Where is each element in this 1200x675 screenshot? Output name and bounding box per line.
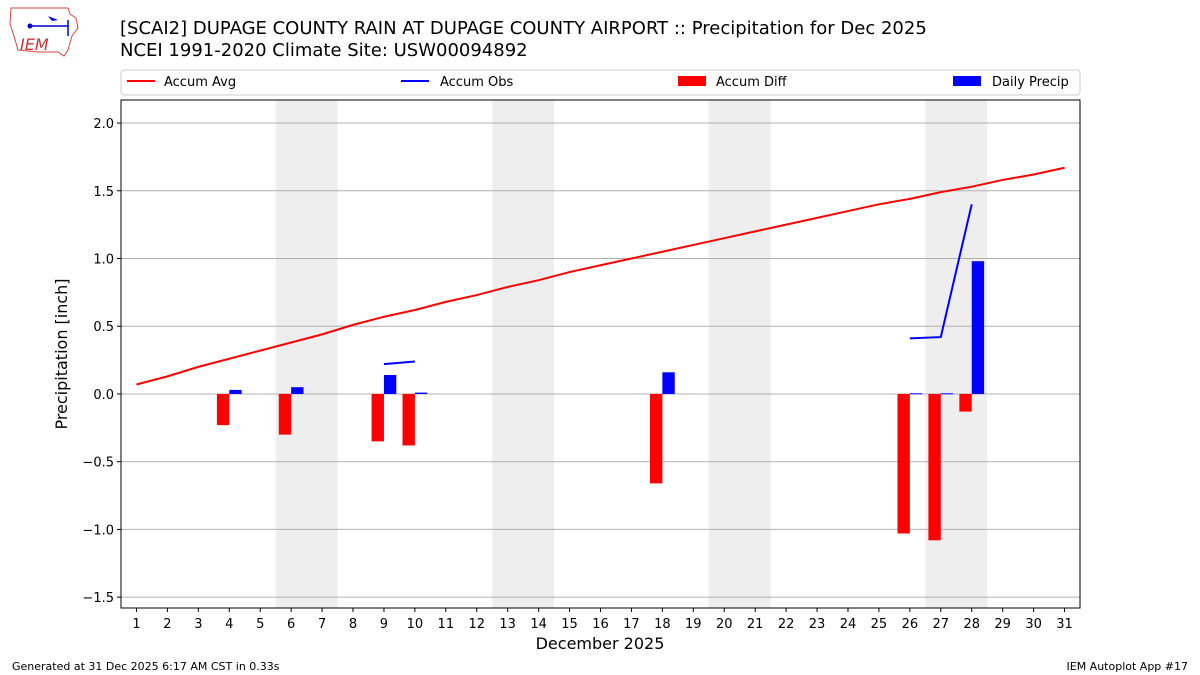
- x-tick-label: 14: [530, 617, 547, 632]
- y-tick-label: 1.5: [93, 185, 114, 200]
- accum-diff-bar: [371, 393, 384, 442]
- title-line-1: [SCAI2] DUPAGE COUNTY RAIN AT DUPAGE COU…: [120, 18, 927, 39]
- accum-diff-bar: [216, 393, 230, 426]
- x-tick-label: 17: [623, 617, 640, 632]
- x-tick-label: 24: [840, 617, 857, 632]
- y-tick-label: −1.5: [82, 591, 114, 606]
- legend-daily-precip: Daily Precip: [992, 75, 1069, 90]
- x-tick-label: 19: [685, 617, 702, 632]
- accum-diff-bar: [959, 393, 972, 412]
- x-tick-label: 7: [318, 617, 326, 632]
- accum-obs-line: [909, 204, 973, 340]
- x-tick-label: 26: [902, 617, 919, 632]
- y-tick-label: 2.0: [93, 117, 114, 132]
- legend-accum-diff-swatch: [678, 76, 706, 86]
- x-tick-label: 28: [963, 617, 980, 632]
- accum-diff-bar: [928, 393, 941, 541]
- legend-accum-avg: Accum Avg: [164, 75, 236, 90]
- x-tick-label: 6: [287, 617, 295, 632]
- y-axis-label: Precipitation [inch]: [52, 278, 71, 429]
- legend-accum-obs: Accum Obs: [440, 75, 513, 90]
- daily-precip-bar: [414, 392, 428, 394]
- daily-precip-bar: [940, 393, 954, 395]
- x-tick-label: 21: [747, 617, 764, 632]
- weekend-shade: [708, 100, 771, 608]
- accum-obs-line: [383, 360, 415, 366]
- x-tick-label: 23: [809, 617, 826, 632]
- x-tick-label: 20: [716, 617, 733, 632]
- y-tick-label: 0.0: [93, 388, 114, 403]
- x-tick-label: 18: [654, 617, 671, 632]
- iem-logo: IEM: [8, 6, 80, 62]
- x-tick-label: 10: [407, 617, 424, 632]
- weekend-shade: [492, 100, 555, 608]
- x-tick-label: 1: [132, 617, 140, 632]
- x-tick-label: 22: [778, 617, 795, 632]
- accum-diff-bar: [649, 393, 663, 484]
- y-tick-label: 1.0: [93, 252, 114, 267]
- daily-precip-bar: [383, 374, 397, 394]
- x-tick-label: 4: [225, 617, 233, 632]
- x-tick-label: 30: [1025, 617, 1042, 632]
- x-tick-label: 5: [256, 617, 264, 632]
- x-tick-label: 25: [871, 617, 888, 632]
- daily-precip-bar: [909, 393, 923, 395]
- accum-diff-bar: [278, 393, 292, 435]
- x-tick-label: 3: [194, 617, 202, 632]
- y-tick-label: −1.0: [82, 523, 114, 538]
- legend: Accum Avg Accum Obs Accum Diff Daily Pre…: [120, 69, 1081, 96]
- x-tick-label: 27: [933, 617, 950, 632]
- title-line-2: NCEI 1991-2020 Climate Site: USW00094892: [120, 40, 528, 61]
- y-tick-label: 0.5: [93, 320, 114, 335]
- daily-precip-bar: [291, 387, 304, 394]
- x-tick-label: 15: [561, 617, 578, 632]
- daily-precip-bar: [971, 261, 985, 394]
- x-tick-label: 13: [499, 617, 516, 632]
- accum-diff-bar: [897, 393, 910, 534]
- x-tick-label: 9: [380, 617, 388, 632]
- x-axis-label: December 2025: [536, 634, 665, 653]
- accum-avg-line: [136, 166, 1065, 386]
- x-tick-label: 29: [994, 617, 1011, 632]
- chart-title: [SCAI2] DUPAGE COUNTY RAIN AT DUPAGE COU…: [120, 18, 927, 62]
- x-tick-label: 8: [349, 617, 357, 632]
- x-tick-label: 11: [438, 617, 455, 632]
- y-tick-label: −0.5: [82, 456, 114, 471]
- daily-precip-bar: [229, 389, 242, 394]
- legend-accum-diff: Accum Diff: [716, 75, 788, 90]
- legend-daily-precip-swatch: [953, 76, 981, 86]
- accum-diff-bar: [402, 393, 415, 446]
- daily-precip-bar: [662, 372, 675, 394]
- x-tick-label: 2: [163, 617, 171, 632]
- footer-app: IEM Autoplot App #17: [1066, 660, 1189, 673]
- x-tick-label: 16: [592, 617, 609, 632]
- footer-generated: Generated at 31 Dec 2025 6:17 AM CST in …: [12, 660, 280, 673]
- x-tick-label: 12: [468, 617, 485, 632]
- x-tick-label: 31: [1056, 617, 1073, 632]
- svg-text:IEM: IEM: [20, 35, 49, 54]
- weekend-shade: [275, 100, 338, 608]
